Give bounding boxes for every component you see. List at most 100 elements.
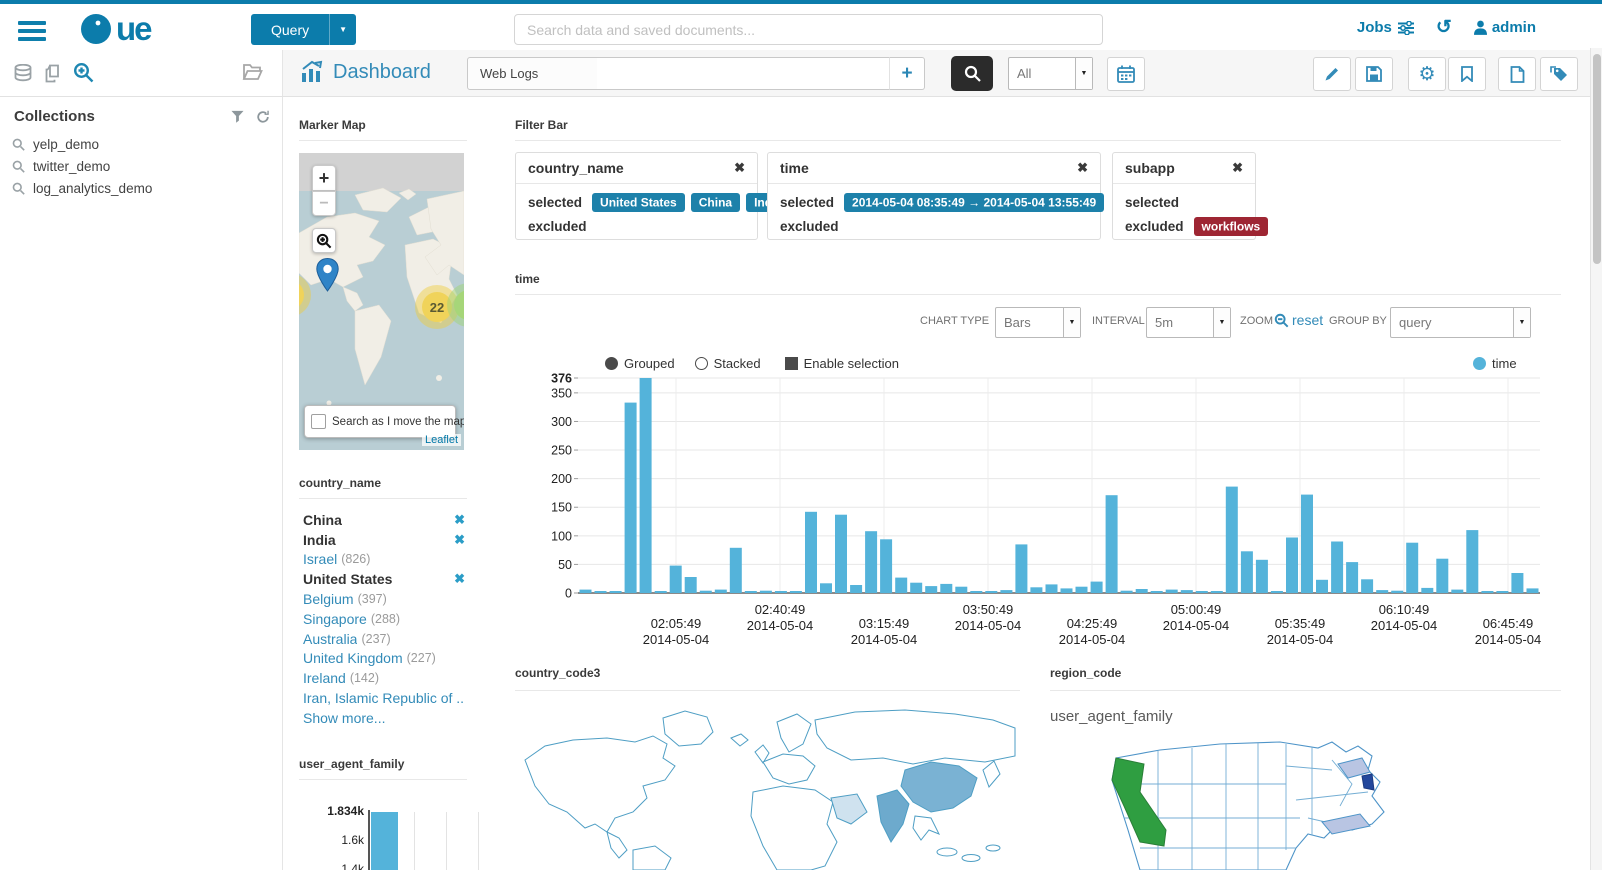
facet-item[interactable]: Israel (826) [303, 550, 465, 570]
time-field-select[interactable]: All ▼ [1008, 57, 1093, 90]
time-bar[interactable] [1316, 579, 1328, 593]
time-bar[interactable] [579, 589, 592, 593]
hue-logo[interactable]: ue [78, 11, 152, 47]
calendar-button[interactable] [1107, 57, 1145, 91]
time-bar[interactable] [1195, 591, 1208, 593]
vertical-scrollbar[interactable] [1590, 48, 1602, 870]
time-bar[interactable] [970, 591, 983, 593]
edit-dashboard-button[interactable] [1313, 57, 1351, 91]
time-bar[interactable] [1270, 591, 1283, 593]
time-bar[interactable] [1105, 495, 1118, 593]
time-bar[interactable] [1481, 591, 1494, 593]
map-marker-pin[interactable] [316, 258, 339, 292]
time-bar[interactable] [1060, 588, 1073, 593]
facet-link[interactable]: Show more... [303, 709, 386, 726]
interval-select[interactable]: 5m ▼ [1146, 307, 1231, 338]
history-icon[interactable]: ↺ [1435, 17, 1452, 38]
user-menu[interactable]: admin [1473, 19, 1536, 36]
time-bar[interactable] [955, 586, 968, 593]
time-bar[interactable] [1346, 562, 1359, 593]
map-saudi-arabia-low[interactable] [830, 793, 868, 825]
time-bar[interactable] [654, 591, 667, 593]
time-bar[interactable] [1255, 559, 1268, 593]
query-button[interactable]: Query ▼ [251, 14, 357, 45]
filter-close-icon[interactable]: ✖ [1232, 160, 1243, 175]
time-bar[interactable] [1090, 581, 1103, 593]
time-bar[interactable] [1000, 590, 1013, 593]
time-bar[interactable] [1135, 589, 1148, 593]
facet-link[interactable]: Belgium [303, 591, 354, 608]
series-legend[interactable]: time [1473, 356, 1517, 371]
facet-item[interactable]: United Kingdom (227) [303, 649, 465, 669]
selected-filter-chip[interactable]: United States [592, 193, 685, 212]
time-bar[interactable] [1165, 589, 1178, 593]
leaflet-attribution-link[interactable]: Leaflet [421, 434, 461, 446]
time-bar[interactable] [594, 591, 607, 593]
time-bar[interactable] [1180, 590, 1193, 593]
time-bar[interactable] [1331, 541, 1344, 594]
time-bar[interactable] [1225, 486, 1238, 593]
settings-button[interactable]: ⚙ [1408, 57, 1446, 91]
time-bar[interactable] [1406, 542, 1419, 593]
collection-item[interactable]: log_analytics_demo [12, 177, 274, 199]
zoom-reset-link[interactable]: reset [1274, 312, 1323, 328]
bookmark-button[interactable] [1448, 57, 1486, 91]
time-bar[interactable] [624, 402, 637, 593]
facet-item[interactable]: China ✖ [303, 510, 465, 530]
time-bar[interactable] [639, 378, 652, 593]
scrollbar-thumb[interactable] [1592, 54, 1601, 264]
facet-item[interactable]: Show more... [303, 708, 465, 728]
facet-remove-icon[interactable]: ✖ [454, 531, 465, 547]
global-search-input[interactable] [514, 14, 1103, 45]
selected-filter-chip[interactable]: 2014-05-04 08:35:49 → 2014-05-04 13:55:4… [844, 193, 1105, 212]
time-bar[interactable] [1030, 587, 1043, 593]
time-bar[interactable] [1015, 544, 1028, 593]
time-bar[interactable] [669, 565, 682, 593]
time-bar[interactable] [1240, 551, 1253, 593]
time-bar[interactable] [1436, 558, 1449, 593]
facet-remove-icon[interactable]: ✖ [454, 511, 465, 527]
time-bar[interactable] [684, 577, 697, 593]
time-bar[interactable] [835, 514, 847, 593]
time-bar[interactable] [789, 591, 802, 593]
time-bar[interactable] [1376, 590, 1389, 593]
facet-link[interactable]: United Kingdom [303, 650, 403, 667]
time-bar[interactable] [865, 531, 878, 593]
refresh-icon[interactable] [256, 110, 270, 124]
time-bar[interactable] [1391, 590, 1404, 593]
time-bar[interactable] [609, 591, 622, 593]
us-new-jersey-highlight[interactable] [1361, 773, 1375, 791]
map-north-america[interactable] [524, 735, 676, 833]
time-bar[interactable] [925, 586, 938, 593]
marker-map-widget[interactable]: + − 22 5 2 Search as I move the map Leaf… [299, 153, 464, 450]
time-bar[interactable] [1511, 573, 1524, 593]
time-bar[interactable] [1120, 590, 1133, 593]
facet-link[interactable]: Iran, Islamic Republic of ... [303, 690, 465, 707]
user-agent-bar[interactable] [371, 812, 398, 870]
us-california-highlight[interactable] [1111, 757, 1167, 847]
time-bar[interactable] [1421, 587, 1434, 593]
time-bar[interactable] [1451, 589, 1464, 593]
facet-item[interactable]: Australia (237) [303, 629, 465, 649]
documents-icon[interactable] [44, 64, 62, 83]
query-dropdown-caret[interactable]: ▼ [329, 14, 356, 45]
time-bar[interactable] [1526, 588, 1539, 593]
filter-close-icon[interactable]: ✖ [1077, 160, 1088, 175]
map-magnify-button[interactable] [312, 228, 336, 253]
map-india-highlight[interactable] [876, 789, 910, 843]
time-bar[interactable] [729, 547, 742, 593]
add-filter-button[interactable]: + [889, 57, 925, 90]
hamburger-menu-icon[interactable] [18, 17, 46, 45]
facet-link[interactable]: Israel [303, 551, 338, 568]
time-bar[interactable] [805, 511, 817, 593]
facet-remove-icon[interactable]: ✖ [454, 571, 465, 587]
map-cluster-green[interactable]: 2 [447, 283, 464, 327]
time-bar[interactable] [820, 583, 832, 593]
collection-item[interactable]: twitter_demo [12, 155, 274, 177]
facet-item[interactable]: India ✖ [303, 530, 465, 550]
facet-link[interactable]: Ireland [303, 670, 346, 687]
user-agent-family-chart[interactable]: 1.834k 1.6k 1.4k [299, 800, 489, 870]
time-bar[interactable] [1466, 530, 1479, 593]
map-search-checkbox[interactable] [311, 414, 326, 429]
grouped-radio[interactable] [605, 357, 618, 370]
